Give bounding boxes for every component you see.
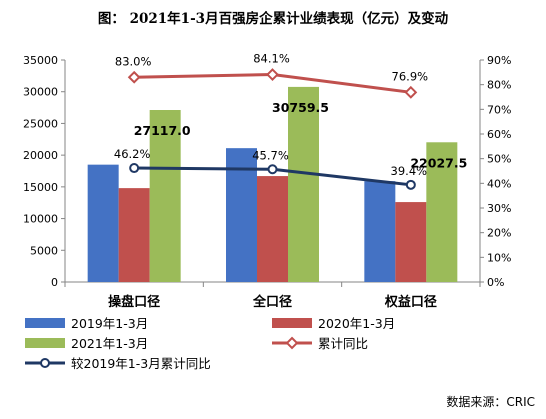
bar-value-label: 27117.0 [134,123,191,138]
right-axis-tick-label: 70% [487,103,511,116]
category-label: 权益口径 [384,294,437,310]
right-axis-tick-label: 20% [487,227,511,240]
line-point-1-3 [404,85,418,99]
bar-3-3 [426,142,458,282]
bar-value-label: 30759.5 [272,100,329,115]
chart-title: 图： 2021年1-3月百强房企累计业绩表现（亿元）及变动 [97,11,449,27]
legend-label-2: 2020年1-3月 [318,316,395,331]
legend-swatch-3 [25,338,65,348]
right-axis-tick-label: 60% [487,128,511,141]
right-axis-tick-label: 80% [487,79,511,92]
left-axis-tick-label: 15000 [23,181,58,194]
vs-2019-yoy-label: 39.4% [391,164,428,178]
legend-label-4: 累计同比 [318,336,368,351]
bar-1-1 [87,164,119,282]
cumulative-yoy-label: 84.1% [253,52,290,66]
right-axis-tick-label: 50% [487,153,511,166]
right-axis-tick-label: 0% [487,276,504,289]
right-axis-tick-label: 10% [487,251,511,264]
left-axis-tick-label: 35000 [23,54,58,67]
bar-value-label: 22027.5 [410,155,467,170]
bar-1-3 [364,181,396,282]
line-point-1-1 [127,70,141,84]
legend-swatch-2 [272,318,312,328]
bar-3-2 [288,86,319,283]
category-label: 全口径 [252,294,292,310]
legend-label-1: 2019年1-3月 [71,316,148,331]
legend-marker-4 [285,336,299,350]
left-axis-tick-label: 30000 [23,86,58,99]
left-axis-tick-label: 5000 [30,244,58,257]
left-axis-tick-label: 10000 [23,213,58,226]
bar-3-1 [149,110,181,283]
cumulative-yoy-label: 83.0% [115,54,152,68]
vs-2019-yoy-label: 45.7% [252,148,289,162]
left-axis-tick-label: 20000 [23,149,58,162]
category-label: 操盘口径 [108,294,160,310]
legend-marker-5 [40,358,50,368]
left-axis-tick-label: 0 [51,276,58,289]
legend-swatch-1 [25,318,65,328]
bar-2-3 [395,202,427,282]
cumulative-yoy-label: 76.9% [392,69,429,83]
right-axis-tick-label: 30% [487,202,511,215]
data-source-note: 数据来源：CRIC [446,395,535,409]
line-point-2-1 [129,163,140,174]
line-point-2-3 [405,179,416,190]
line-point-1-2 [266,68,279,81]
right-axis-tick-label: 90% [487,54,511,67]
right-axis-tick-label: 40% [487,177,511,190]
bar-2-1 [118,188,150,282]
legend-label-5: 较2019年1-3月累计同比 [71,356,211,371]
vs-2019-yoy-label: 46.2% [114,147,151,161]
left-axis-tick-label: 25000 [23,117,58,130]
bar-2-2 [257,176,288,282]
line-point-2-2 [267,164,278,175]
legend-label-3: 2021年1-3月 [71,336,148,351]
